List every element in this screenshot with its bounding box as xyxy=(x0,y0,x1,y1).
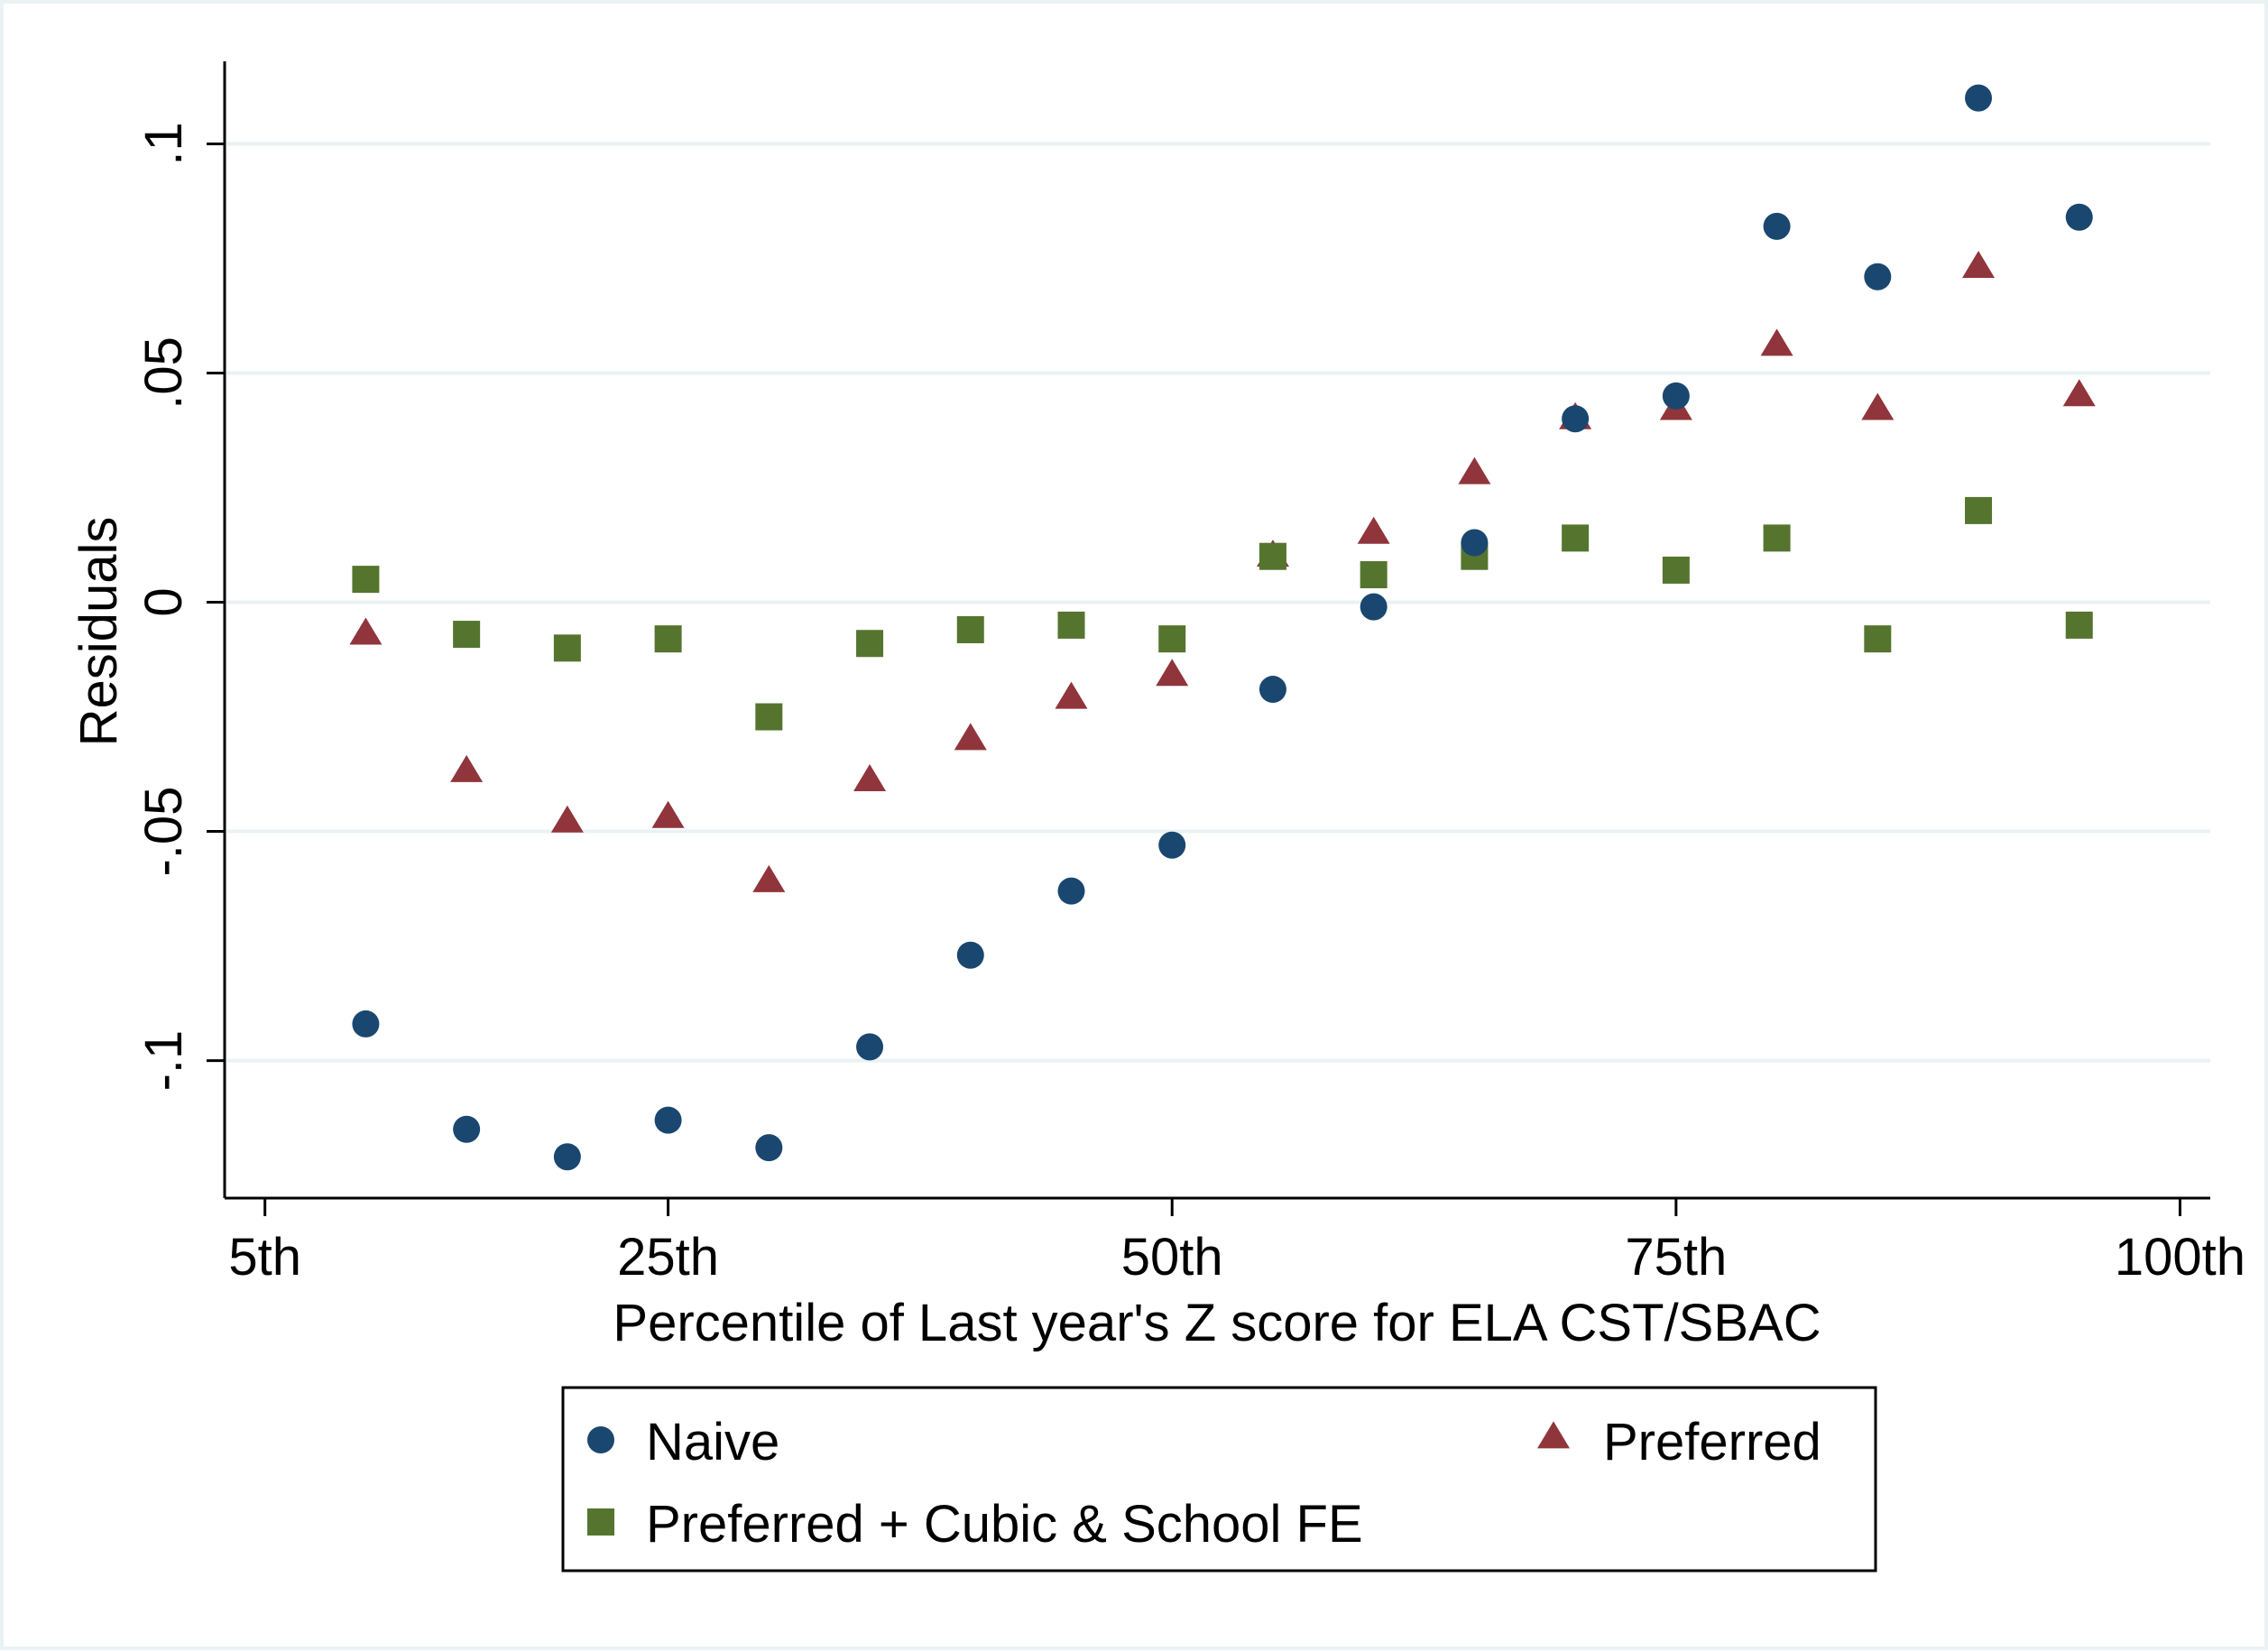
data-points xyxy=(349,84,2096,1171)
square-point-6 xyxy=(956,616,984,643)
circle-point-12 xyxy=(1562,405,1590,433)
triangle-point-7 xyxy=(1055,681,1088,709)
square-point-15 xyxy=(1864,625,1892,653)
legend-box xyxy=(561,1386,1877,1573)
legend-marker-circle xyxy=(587,1426,614,1453)
circle-point-6 xyxy=(956,941,984,969)
square-point-16 xyxy=(1965,496,1993,524)
axes xyxy=(223,61,2210,1200)
triangle-point-1 xyxy=(450,754,484,782)
circle-point-3 xyxy=(654,1106,682,1134)
y-ticks: -.1 -.05 0 .05 .1 xyxy=(134,122,225,1091)
scatter-chart: -.1 -.05 0 .05 .1 5th 25th 50th 75th 100th Resid… xyxy=(69,61,2245,1573)
triangle-point-4 xyxy=(752,864,786,892)
square-point-0 xyxy=(352,566,380,594)
square-point-4 xyxy=(755,703,783,731)
square-point-13 xyxy=(1662,556,1690,584)
y-axis-label: Residuals xyxy=(69,517,128,747)
square-point-8 xyxy=(1158,625,1186,653)
x-tick-label-3: 75th xyxy=(1625,1228,1727,1287)
triangle-point-8 xyxy=(1156,659,1189,687)
square-point-7 xyxy=(1057,611,1085,639)
circle-point-7 xyxy=(1057,877,1085,905)
x-ticks: 5th 25th 50th 75th 100th xyxy=(228,1198,2245,1287)
y-tick-label-3: .05 xyxy=(134,337,193,410)
triangle-point-5 xyxy=(853,764,887,792)
circle-point-1 xyxy=(453,1115,481,1143)
circle-point-4 xyxy=(755,1134,783,1162)
square-point-17 xyxy=(2065,611,2093,639)
x-tick-label-1: 25th xyxy=(617,1228,719,1287)
triangle-point-0 xyxy=(349,617,383,645)
triangle-point-3 xyxy=(651,800,685,828)
y-tick-label-1: -.05 xyxy=(134,787,193,877)
circle-point-11 xyxy=(1461,529,1489,557)
legend-marker-triangle xyxy=(1537,1421,1570,1449)
circle-point-17 xyxy=(2065,203,2093,231)
circle-point-10 xyxy=(1360,593,1388,621)
y-tick-label-2: 0 xyxy=(134,587,193,616)
square-point-9 xyxy=(1258,542,1286,570)
x-tick-label-0: 5th xyxy=(228,1228,301,1287)
triangle-point-6 xyxy=(954,723,987,751)
legend-label-circle: Naive xyxy=(646,1413,779,1471)
triangle-point-10 xyxy=(1357,516,1390,544)
circle-point-13 xyxy=(1662,382,1690,410)
circle-point-15 xyxy=(1864,263,1892,291)
square-point-14 xyxy=(1763,524,1791,552)
x-tick-label-2: 50th xyxy=(1121,1228,1223,1287)
triangle-point-16 xyxy=(1962,251,1996,279)
square-point-10 xyxy=(1360,561,1388,589)
circle-point-5 xyxy=(856,1033,884,1061)
y-tick-label-0: -.1 xyxy=(134,1030,193,1092)
triangle-point-2 xyxy=(550,805,584,833)
triangle-point-14 xyxy=(1760,328,1793,356)
square-point-12 xyxy=(1562,524,1590,552)
square-point-2 xyxy=(553,634,581,662)
legend-label-triangle: Preferred xyxy=(1603,1413,1821,1471)
triangle-point-17 xyxy=(2062,379,2096,407)
x-axis-label: Percentile of Last year's Z score for EL… xyxy=(613,1294,1821,1352)
legend: Naive Preferred Preferred + Cubic & School… xyxy=(561,1386,1877,1573)
triangle-point-11 xyxy=(1458,457,1491,484)
gridlines xyxy=(226,142,2210,1063)
y-tick-label-4: .1 xyxy=(134,122,193,165)
square-point-5 xyxy=(856,630,884,658)
circle-point-9 xyxy=(1258,676,1286,704)
circle-point-2 xyxy=(553,1143,581,1171)
legend-marker-square xyxy=(587,1508,614,1536)
circle-point-14 xyxy=(1763,212,1791,240)
circle-point-16 xyxy=(1965,84,1993,112)
legend-label-square: Preferred + Cubic & School FE xyxy=(646,1495,1363,1554)
square-point-3 xyxy=(654,625,682,653)
circle-point-8 xyxy=(1158,831,1186,859)
x-tick-label-4: 100th xyxy=(2115,1228,2245,1287)
triangle-point-15 xyxy=(1861,392,1895,420)
square-point-1 xyxy=(453,621,481,649)
circle-point-0 xyxy=(352,1010,380,1038)
